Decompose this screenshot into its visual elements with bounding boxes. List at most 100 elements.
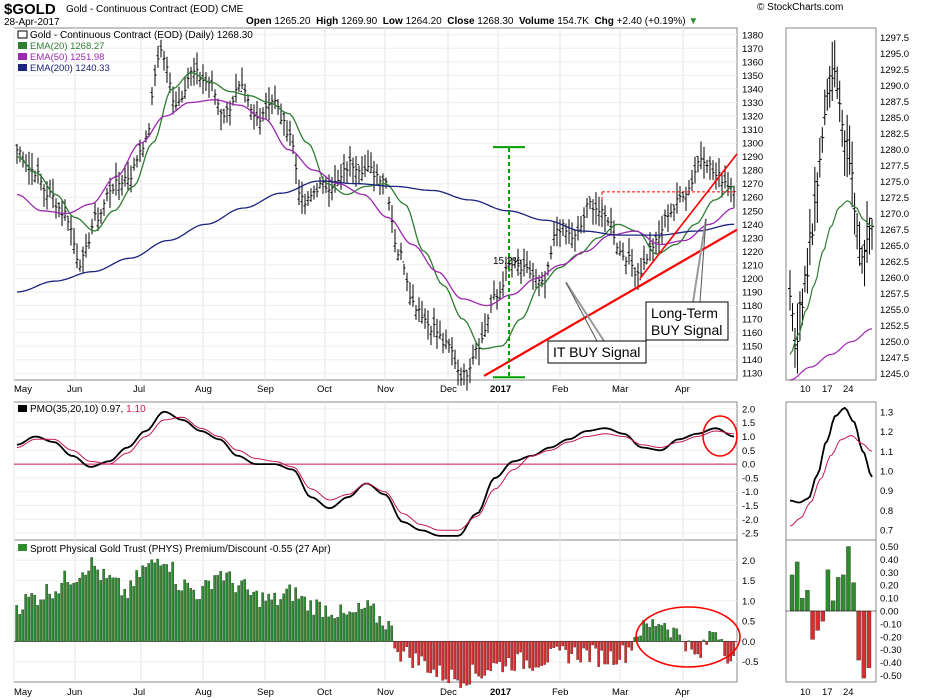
phys-bar-104 xyxy=(327,616,331,642)
phys-bar-155 xyxy=(480,641,484,679)
legend-ema50: EMA(50) 1251.98 xyxy=(30,52,104,63)
phys-bar-238 xyxy=(729,641,733,662)
pmo-ytick-7: -1.5 xyxy=(742,501,758,512)
phys-bar-18 xyxy=(69,584,73,642)
pmo-legend: PMO(35,20,10) 0.97, 1.10 xyxy=(18,404,146,415)
month-label-1-0: May xyxy=(14,687,32,698)
phys-bar-15 xyxy=(60,582,64,642)
annotation-layer xyxy=(483,146,741,668)
phys-bar-231 xyxy=(708,631,712,642)
volume-label: Volume xyxy=(519,16,555,27)
zoom-price-ytick-3: 1252.5 xyxy=(880,321,909,332)
price-ytick-3: 1160 xyxy=(742,328,762,339)
zoom-phys-ytick-4: 0.10 xyxy=(880,594,899,605)
phys-bar-143 xyxy=(444,641,448,680)
phys-bar-1 xyxy=(18,614,22,642)
phys-bar-103 xyxy=(324,605,328,642)
phys-bar-157 xyxy=(486,641,490,671)
phys-bar-179 xyxy=(552,641,556,649)
phys-bar-39 xyxy=(132,586,136,642)
phys-bar-218 xyxy=(669,637,673,642)
phys-bar-10 xyxy=(45,583,49,642)
phys-bar-215 xyxy=(660,625,664,642)
phys-bar-41 xyxy=(138,577,142,642)
zoom-phys-bar-10 xyxy=(841,574,846,612)
phys-bar-185 xyxy=(570,641,574,655)
zoom-price-ytick-16: 1285.0 xyxy=(880,113,909,124)
month-label-1-7: Dec xyxy=(440,687,457,698)
zoom-pmo-ytick-2: 1.1 xyxy=(880,447,893,458)
zoom-price-ytick-19: 1292.5 xyxy=(880,65,909,76)
phys-bar-140 xyxy=(435,641,439,677)
month-label-0-11: Apr xyxy=(675,384,690,395)
phys-bar-199 xyxy=(612,641,616,665)
low-value: 1264.20 xyxy=(405,16,442,27)
zoom-phys-ytick-0: 0.50 xyxy=(880,542,899,553)
phys-bar-8 xyxy=(39,599,43,642)
zoom-price-ytick-21: 1297.5 xyxy=(880,33,909,44)
phys-bar-4 xyxy=(27,596,31,642)
price-ytick-0: 1130 xyxy=(742,369,762,380)
pmo-ytick-6: -1.0 xyxy=(742,487,758,498)
phys-bar-54 xyxy=(177,590,181,642)
month-label-0-8: 2017 xyxy=(490,384,511,395)
phys-bar-189 xyxy=(582,641,586,649)
phys-bar-65 xyxy=(210,589,214,642)
month-label-1-8: 2017 xyxy=(490,687,511,698)
phys-bar-40 xyxy=(135,570,139,642)
zoom-price-ytick-6: 1260.0 xyxy=(880,273,909,284)
phys-bar-190 xyxy=(585,641,589,651)
phys-bar-99 xyxy=(312,614,316,642)
month-label-1-6: Nov xyxy=(377,687,394,698)
phys-bar-229 xyxy=(702,639,706,642)
phys-bar-205 xyxy=(630,641,634,651)
phys-bar-224 xyxy=(687,640,691,642)
symbol-title: $GOLD xyxy=(4,1,56,18)
phys-bar-107 xyxy=(336,617,340,642)
phys-bar-169 xyxy=(522,641,526,669)
zoom-phys-ytick-7: -0.20 xyxy=(880,632,902,643)
zoom-pmo-ytick-4: 0.9 xyxy=(880,486,893,497)
phys-bar-213 xyxy=(654,626,658,642)
phys-bar-165 xyxy=(510,641,514,671)
phys-bar-90 xyxy=(285,588,289,642)
phys-bar-44 xyxy=(147,563,151,642)
pmo-ytick-4: 0.0 xyxy=(742,460,755,471)
phys-bar-200 xyxy=(615,641,619,665)
phys-bar-132 xyxy=(411,641,415,668)
pmo-layer xyxy=(16,410,735,537)
phys-bar-74 xyxy=(237,585,241,642)
phys-bar-149 xyxy=(462,641,466,684)
price-ytick-8: 1210 xyxy=(742,260,763,271)
phys-bar-97 xyxy=(306,610,310,642)
phys-bar-94 xyxy=(297,598,301,642)
zoom-pmo-ytick-0: 1.3 xyxy=(880,407,893,418)
zoom-phys-bar-2 xyxy=(800,597,805,612)
phys-bar-56 xyxy=(183,579,187,642)
phys-bar-186 xyxy=(573,641,577,648)
legend-pmo-signal: 1.10 xyxy=(126,404,146,415)
phys-bar-67 xyxy=(216,575,220,642)
low-label: Low xyxy=(382,16,403,27)
phys-bar-106 xyxy=(333,618,337,642)
zoom-price-panel xyxy=(785,27,877,381)
price-ytick-17: 1300 xyxy=(742,139,763,150)
zoom-phys-bar-12 xyxy=(851,582,856,612)
zoom-pmo-ytick-6: 0.7 xyxy=(880,526,893,537)
phys-bar-217 xyxy=(666,629,670,642)
zoom-phys-bar-7 xyxy=(825,569,831,612)
phys-bar-127 xyxy=(396,641,400,653)
phys-bar-12 xyxy=(51,598,55,642)
phys-bar-61 xyxy=(198,599,202,642)
phys-bar-42 xyxy=(141,565,145,642)
zoom-price-ytick-4: 1255.0 xyxy=(880,305,909,316)
phys-bar-236 xyxy=(723,641,727,657)
zoom-xtick-0-2: 24 xyxy=(843,384,854,395)
phys-bar-235 xyxy=(720,639,724,642)
phys-bar-17 xyxy=(66,582,70,642)
lt-buy-pointer-b xyxy=(699,218,707,303)
phys-bar-119 xyxy=(372,603,376,642)
phys-bar-117 xyxy=(366,600,370,642)
phys-bar-24 xyxy=(87,570,91,642)
